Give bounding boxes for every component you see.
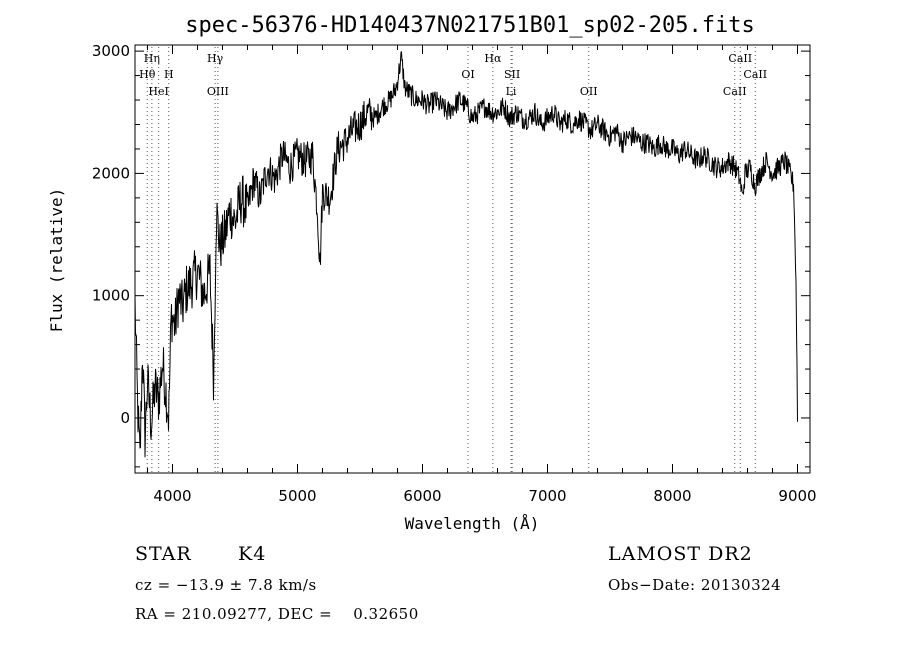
marker-label-4: Hγ	[207, 52, 224, 65]
marker-label-13: CaII	[723, 85, 747, 98]
chart-title: spec-56376-HD140437N021751B01_sp02-205.f…	[185, 13, 755, 38]
marker-label-3: HeI	[148, 85, 168, 98]
y-tick-label-2000: 2000	[92, 164, 130, 182]
marker-label-1: Hθ	[139, 68, 156, 81]
x-tick-label-6000: 6000	[403, 487, 441, 505]
marker-label-5: OIII	[207, 85, 229, 98]
x-tick-label-9000: 9000	[778, 487, 816, 505]
spectrum-series-line	[134, 51, 798, 458]
axis-ticks: 4000 5000 6000 7000 8000 9000 0 1000 2000 3000	[92, 42, 817, 505]
x-tick-label-8000: 8000	[653, 487, 691, 505]
redshift-velocity: cz = −13.9 ± 7.8 km/s	[135, 576, 317, 594]
plot-frame	[134, 44, 811, 474]
y-axis-label: Flux (relative)	[47, 188, 66, 333]
x-tick-label-5000: 5000	[278, 487, 316, 505]
marker-label-9: Li	[506, 85, 517, 98]
marker-label-10: OII	[580, 85, 598, 98]
marker-label-8: SII	[504, 68, 520, 81]
object-class: STAR	[135, 543, 192, 565]
survey-name: LAMOST DR2	[608, 543, 753, 565]
marker-label-7: OI	[461, 68, 474, 81]
sky-coordinates: RA = 210.09277, DEC = 0.32650	[135, 605, 419, 623]
marker-label-2: H	[164, 68, 174, 81]
y-tick-label-0: 0	[120, 409, 130, 427]
x-tick-label-4000: 4000	[153, 487, 191, 505]
marker-label-12: CaII	[743, 68, 767, 81]
line-markers: Hη Hθ H HeI Hγ OIII Hα OI SII Li OII CaII CaII CaII	[139, 47, 767, 473]
marker-label-11: CaII	[728, 52, 752, 65]
object-subclass: K4	[238, 543, 267, 565]
x-tick-label-7000: 7000	[528, 487, 566, 505]
marker-label-6: Hα	[484, 52, 502, 65]
x-axis-label: Wavelength (Å)	[405, 514, 540, 533]
marker-label-0: Hη	[144, 52, 160, 65]
y-tick-label-1000: 1000	[92, 287, 130, 305]
y-tick-label-3000: 3000	[92, 42, 130, 60]
observation-date: Obs−Date: 20130324	[608, 576, 782, 594]
